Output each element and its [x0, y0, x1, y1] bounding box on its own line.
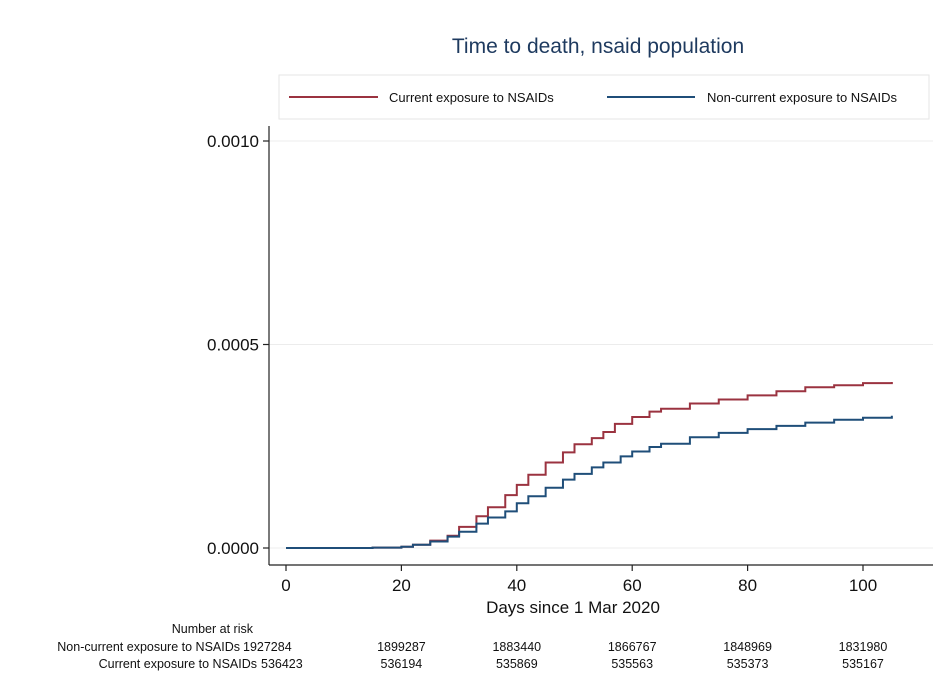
x-tick-label: 0: [281, 576, 290, 595]
risk-values: 1927284 1899287 1883440 1866767 1848969 18319…: [243, 640, 887, 671]
risk-value: 535563: [611, 657, 653, 671]
legend-label-current: Current exposure to NSAIDs: [389, 90, 554, 105]
risk-value: 1927284: [243, 640, 292, 654]
risk-value: 536194: [381, 657, 423, 671]
x-tick-label: 100: [849, 576, 877, 595]
x-axis-label: Days since 1 Mar 2020: [486, 598, 660, 617]
risk-value: 536423: [261, 657, 303, 671]
y-tick-label: 0.0010: [207, 132, 259, 151]
risk-value: 535373: [727, 657, 769, 671]
legend: Current exposure to NSAIDs Non-current e…: [278, 74, 930, 120]
series-layer: [286, 381, 893, 549]
x-tick-label: 60: [623, 576, 642, 595]
risk-row-label-non-current: Non-current exposure to NSAIDs: [57, 640, 240, 654]
legend-box: [278, 74, 930, 120]
risk-value: 535167: [842, 657, 884, 671]
chart-title: Time to death, nsaid population: [452, 35, 744, 58]
axes: 0.0000 0.0005 0.0010 0 20 40 60 80 100: [207, 126, 933, 595]
y-tick-label: 0.0000: [207, 539, 259, 558]
risk-value: 1831980: [839, 640, 888, 654]
risk-value: 1899287: [377, 640, 426, 654]
series-line-non-current: [286, 415, 893, 549]
risk-table: Number at risk Non-current exposure to N…: [57, 622, 887, 671]
x-tick-label: 80: [738, 576, 757, 595]
y-tick-label: 0.0005: [207, 336, 259, 355]
x-tick-label: 40: [507, 576, 526, 595]
risk-row-label-current: Current exposure to NSAIDs: [99, 657, 257, 671]
risk-value: 1866767: [608, 640, 657, 654]
risk-value: 1883440: [492, 640, 541, 654]
risk-value: 1848969: [723, 640, 772, 654]
risk-value: 535869: [496, 657, 538, 671]
x-tick-label: 20: [392, 576, 411, 595]
legend-label-non-current: Non-current exposure to NSAIDs: [707, 90, 898, 105]
risk-table-header: Number at risk: [172, 622, 254, 636]
